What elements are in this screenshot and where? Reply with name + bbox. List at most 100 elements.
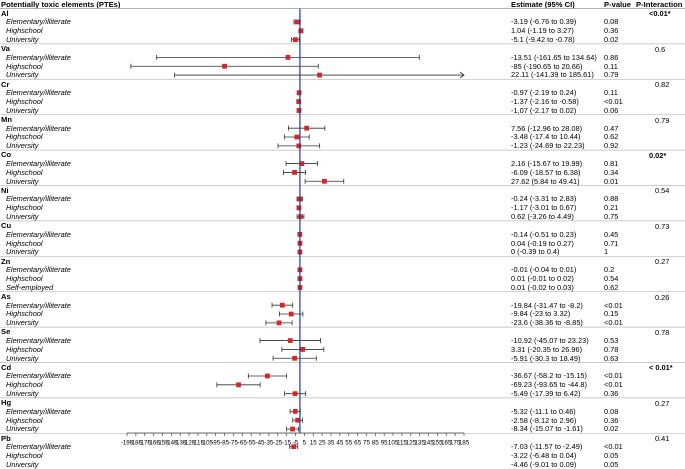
- p-value-text: 0.21: [604, 203, 619, 213]
- estimate-text: 27.62 (5.84 to 49.41): [511, 176, 580, 186]
- estimate-text: 0.01 (-0.02 to 0.03): [511, 282, 574, 292]
- p-value-text: 0.02: [604, 35, 619, 45]
- estimate-text: -1.37 (-2.16 to -0.58): [511, 97, 579, 106]
- level-label: Highschool: [6, 132, 43, 142]
- p-interaction-cu: 0.73: [655, 221, 670, 231]
- p-value-text: 0.63: [604, 353, 619, 363]
- x-tick-label: -65: [238, 440, 248, 447]
- element-label-cu: Cu: [1, 221, 12, 231]
- estimate-text: -1.23 (-24.69 to 22.23): [511, 141, 585, 151]
- x-tick-label: -135: [174, 440, 187, 447]
- level-label: Elementary/illiterate: [6, 123, 71, 133]
- point-estimate: [298, 28, 304, 34]
- point-estimate: [294, 134, 300, 140]
- estimate-text: -5.32 (-11.1 to 0.46): [511, 406, 576, 416]
- point-estimate: [265, 373, 270, 379]
- point-estimate: [292, 391, 298, 397]
- point-estimate: [299, 161, 305, 166]
- x-tick-label: 45: [336, 440, 343, 447]
- p-interaction-as: 0.26: [655, 292, 670, 302]
- point-estimate: [296, 99, 302, 105]
- element-label-cr: Cr: [1, 79, 10, 89]
- p-value-text: 0.78: [604, 344, 619, 354]
- p-interaction-va: 0.6: [655, 44, 666, 54]
- p-value-text: 0.92: [604, 141, 619, 151]
- point-estimate: [292, 355, 298, 361]
- p-value-text: 0.54: [604, 274, 619, 283]
- point-estimate: [287, 338, 293, 343]
- level-label: University: [6, 318, 39, 328]
- x-tick-label: -145: [165, 440, 178, 447]
- point-estimate: [293, 37, 298, 43]
- p-value-text: 0.11: [604, 61, 618, 71]
- level-label: Self-employed: [6, 282, 54, 292]
- x-tick-label: -25: [273, 440, 283, 447]
- p-value-text: <0.01: [604, 300, 623, 310]
- estimate-text: -69.23 (-93.65 to -44.8): [511, 380, 588, 390]
- level-label: Elementary/illiterate: [6, 265, 71, 275]
- level-label: Elementary/illiterate: [6, 194, 71, 204]
- p-interaction-hg: 0.27: [655, 398, 670, 408]
- point-estimate: [296, 90, 302, 96]
- p-value-text: 0.71: [604, 238, 619, 248]
- level-label: Elementary/illiterate: [6, 442, 71, 452]
- point-estimate: [288, 311, 294, 317]
- estimate-text: 22.11 (-141.39 to 185.61): [511, 70, 594, 80]
- element-label-al: Al: [1, 8, 9, 18]
- point-estimate: [300, 347, 306, 352]
- level-label: Elementary/illiterate: [6, 158, 71, 168]
- x-tick-label: 15: [310, 440, 317, 447]
- p-value-text: 0.36: [604, 26, 619, 36]
- p-interaction-cr: 0.82: [655, 80, 670, 90]
- p-value-text: 0.34: [604, 167, 619, 177]
- level-label: Highschool: [6, 274, 43, 283]
- level-label: University: [6, 389, 39, 399]
- x-tick-label: -35: [264, 440, 274, 447]
- point-estimate: [290, 426, 295, 432]
- estimate-text: -19.84 (-31.47 to -8.2): [511, 300, 583, 310]
- ci-arrow-right: [459, 71, 465, 79]
- p-value-text: 0.88: [604, 194, 619, 204]
- element-label-va: Va: [1, 44, 10, 54]
- estimate-text: 0 (-0.39 to 0.4): [511, 247, 560, 257]
- p-interaction-mn: 0.79: [655, 115, 670, 125]
- element-label-cd: Cd: [1, 362, 12, 372]
- p-value-text: <0.01: [604, 442, 623, 452]
- level-label: Highschool: [6, 97, 43, 106]
- p-value-text: 0.05: [604, 459, 619, 469]
- estimate-text: 0.04 (-0.19 to 0.27): [511, 238, 574, 248]
- x-tick-label: 105: [388, 440, 399, 447]
- estimate-text: -5.1 (-9.42 to -0.78): [511, 35, 575, 45]
- estimate-text: -1.17 (-3.01 to 0.67): [511, 203, 577, 213]
- point-estimate: [296, 143, 302, 149]
- x-tick-label: 175: [450, 440, 461, 447]
- estimate-text: -5.49 (-17.39 to 6.42): [511, 389, 581, 399]
- estimate-text: -0.14 (-0.51 to 0.23): [511, 229, 577, 239]
- level-label: University: [6, 176, 39, 186]
- p-value-text: 0.36: [604, 389, 619, 399]
- point-estimate: [285, 54, 291, 60]
- point-estimate: [296, 108, 302, 113]
- p-value-text: 0.05: [604, 451, 619, 460]
- point-estimate: [317, 72, 322, 78]
- level-label: University: [6, 70, 39, 80]
- p-value-text: 0.62: [604, 282, 619, 292]
- point-estimate: [236, 382, 241, 388]
- level-label: Elementary/illiterate: [6, 406, 71, 416]
- x-tick-label: 55: [345, 440, 352, 447]
- estimate-text: -8.34 (-15.07 to -1.61): [511, 424, 583, 434]
- level-label: Elementary/illiterate: [6, 17, 71, 27]
- x-tick-label: -195: [121, 440, 134, 447]
- x-tick-label: -45: [256, 440, 266, 447]
- level-label: University: [6, 424, 39, 434]
- p-value-text: 0.86: [604, 52, 619, 62]
- x-tick-label: -105: [201, 440, 214, 447]
- p-value-text: 0.08: [604, 17, 619, 27]
- x-tick-label: 165: [441, 440, 452, 447]
- estimate-text: 1.04 (-1.19 to 3.27): [511, 26, 574, 36]
- x-tick-label: 25: [319, 440, 326, 447]
- x-tick-label: 65: [354, 440, 361, 447]
- x-tick-label: 35: [328, 440, 335, 447]
- level-label: Highschool: [6, 203, 43, 213]
